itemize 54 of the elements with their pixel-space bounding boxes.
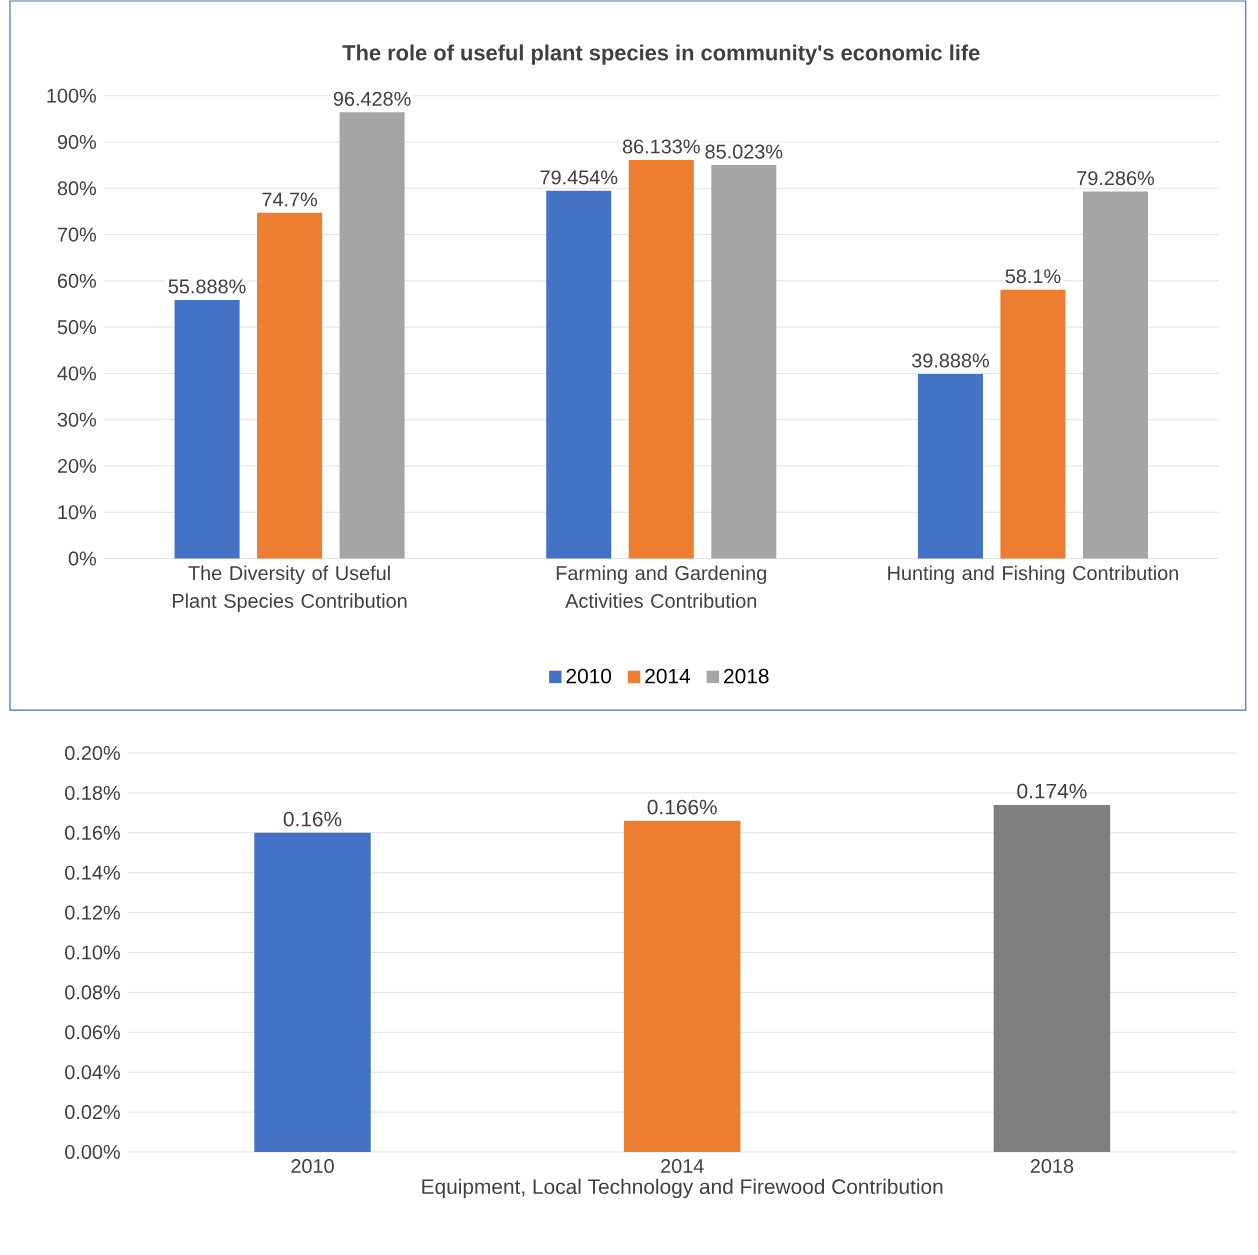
y-tick-label: 40% <box>57 366 97 381</box>
data-label: 58.1% <box>1005 269 1061 284</box>
y-tick-label: 0.14% <box>65 865 120 880</box>
x-tick-label: Farming and Gardening Activities Contribution <box>556 565 766 609</box>
y-tick-label: 60% <box>57 273 97 289</box>
bar <box>628 160 694 559</box>
data-label: 39.888% <box>911 353 989 368</box>
x-tick-label: The Diversity of Useful Plant Species Contribution <box>172 565 407 613</box>
bar <box>1082 191 1148 559</box>
x-tick-label: Hunting and Fishing Contribution <box>888 565 1178 585</box>
data-label: 74.7% <box>262 192 318 207</box>
data-label: 79.454% <box>540 170 618 185</box>
data-label: 96.428% <box>333 91 411 107</box>
y-tick-label: 0.12% <box>65 905 120 920</box>
y-tick-label: 20% <box>57 459 97 474</box>
x-tick-label: 2018 <box>1030 1159 1074 1174</box>
chart-title: The role of useful plant species in community's economic life <box>342 44 980 65</box>
data-label: 55.888% <box>168 279 246 294</box>
y-tick-label: 30% <box>57 412 97 427</box>
y-tick-label: 0.02% <box>65 1105 120 1120</box>
bar <box>546 190 612 559</box>
data-label: 0.166% <box>647 799 717 815</box>
data-label: 0.174% <box>1017 783 1087 799</box>
x-axis-title: Equipment, Local Technology and Firewood Contribution <box>422 1178 943 1199</box>
y-tick-label: 100% <box>47 88 97 103</box>
legend-label: 2010 <box>566 668 612 684</box>
y-tick-label: 0.06% <box>65 1025 120 1040</box>
bar <box>917 374 983 559</box>
y-tick-label: 0.10% <box>65 945 120 960</box>
data-label: 85.023% <box>705 144 783 159</box>
y-tick-label: 0.20% <box>65 746 120 761</box>
bar <box>257 212 323 559</box>
bar <box>174 300 240 559</box>
y-tick-label: 0.04% <box>65 1065 120 1080</box>
bar <box>711 165 777 559</box>
y-tick-label: 10% <box>58 505 97 520</box>
legend-label: 2018 <box>724 668 769 684</box>
y-tick-label: 50% <box>57 320 97 335</box>
y-tick-label: 0.00% <box>65 1145 120 1160</box>
y-tick-label: 0.08% <box>65 985 120 1000</box>
y-tick-label: 90% <box>57 135 97 150</box>
y-tick-label: 80% <box>57 181 97 196</box>
y-tick-label: 70% <box>57 227 97 242</box>
bar <box>1000 289 1066 559</box>
data-label: 86.133% <box>622 139 700 154</box>
x-tick-label: 2010 <box>291 1159 334 1174</box>
data-label: 79.286% <box>1077 171 1155 186</box>
legend-label: 2014 <box>645 668 691 684</box>
y-tick-label: 0.16% <box>65 825 120 840</box>
x-tick-label: 2014 <box>661 1159 704 1174</box>
data-label: 0.16% <box>283 811 342 827</box>
y-tick-label: 0% <box>68 551 97 566</box>
y-tick-label: 0.18% <box>65 786 120 801</box>
bar <box>339 112 405 559</box>
